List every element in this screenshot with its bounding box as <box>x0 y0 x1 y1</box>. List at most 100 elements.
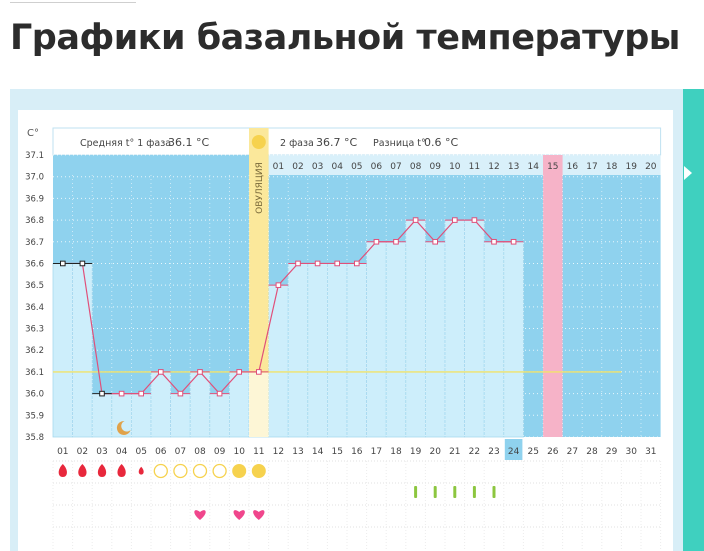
x-day-label[interactable]: 22 <box>469 447 480 457</box>
x-day-label[interactable]: 18 <box>390 447 402 457</box>
phase2-day-label: 06 <box>371 162 383 172</box>
phase2-day-label: 10 <box>449 162 461 172</box>
data-point[interactable] <box>256 369 262 375</box>
small-drop-icon[interactable] <box>138 466 144 475</box>
x-day-label[interactable]: 15 <box>331 447 342 457</box>
marker-icon[interactable] <box>492 486 496 498</box>
temperature-bar <box>189 371 211 438</box>
x-day-label[interactable]: 06 <box>155 447 167 457</box>
data-point[interactable] <box>432 238 438 245</box>
x-day-label[interactable]: 21 <box>449 447 460 457</box>
data-point[interactable] <box>491 238 497 245</box>
y-tick-label: 36.4 <box>25 303 44 313</box>
temperature-bar <box>287 263 309 438</box>
marker-icon[interactable] <box>472 486 476 498</box>
sun-dot-icon[interactable] <box>251 464 266 478</box>
data-point[interactable] <box>138 390 144 397</box>
temperature-bar <box>444 219 466 438</box>
x-day-label[interactable]: 04 <box>116 447 128 457</box>
x-day-label[interactable]: 25 <box>527 447 538 457</box>
drop-icon[interactable] <box>58 464 67 477</box>
data-point[interactable] <box>177 390 184 397</box>
circle-outline-icon[interactable] <box>192 463 208 479</box>
x-day-label[interactable]: 24 <box>508 447 520 457</box>
circle-outline-icon[interactable] <box>153 463 168 479</box>
x-day-label[interactable]: 14 <box>312 447 324 457</box>
side-nav-strip[interactable] <box>683 89 704 551</box>
x-day-label[interactable]: 20 <box>429 447 441 457</box>
phase2-day-label: 13 <box>508 162 519 172</box>
x-day-label[interactable]: 17 <box>371 447 382 457</box>
data-point[interactable] <box>236 369 242 375</box>
y-tick-label: 36.6 <box>25 259 44 269</box>
sun-dot-icon[interactable] <box>232 464 247 478</box>
x-day-label[interactable]: 31 <box>645 447 656 457</box>
x-day-label[interactable]: 27 <box>567 447 578 457</box>
marker-icon[interactable] <box>453 486 457 498</box>
data-point[interactable] <box>314 260 321 267</box>
current-day-highlight[interactable] <box>504 439 523 460</box>
page-title: Графики базальной температуры <box>10 18 680 58</box>
phase2-day-label: 17 <box>586 162 597 172</box>
temperature-bar <box>170 393 191 438</box>
circle-outline-icon[interactable] <box>212 463 227 479</box>
data-point[interactable] <box>452 217 458 223</box>
data-point[interactable] <box>158 369 164 375</box>
x-day-label[interactable]: 23 <box>488 447 499 457</box>
data-point[interactable] <box>393 238 399 245</box>
x-day-label[interactable]: 05 <box>135 447 146 457</box>
heart-icon[interactable] <box>194 510 206 520</box>
data-point[interactable] <box>216 390 223 397</box>
marker-icon[interactable] <box>414 486 418 498</box>
data-point[interactable] <box>99 390 105 397</box>
data-point[interactable] <box>295 260 301 267</box>
diff-label: Разница t° <box>373 138 426 149</box>
y-tick-label: 36.0 <box>25 390 44 400</box>
x-day-label[interactable]: 09 <box>214 447 226 457</box>
diff-value: 0.6 °C <box>424 136 458 149</box>
x-day-label[interactable]: 07 <box>175 447 186 457</box>
moon-icon <box>116 420 131 435</box>
x-day-label[interactable]: 10 <box>233 447 245 457</box>
x-day-label[interactable]: 29 <box>606 447 618 457</box>
x-day-label[interactable]: 19 <box>410 447 422 457</box>
data-point[interactable] <box>471 217 478 223</box>
data-point[interactable] <box>354 260 360 267</box>
drop-icon[interactable] <box>97 464 107 477</box>
x-day-label[interactable]: 02 <box>77 447 88 457</box>
temperature-bar <box>424 241 446 438</box>
x-day-label[interactable]: 08 <box>194 447 206 457</box>
phase1-value: 36.1 °C <box>168 136 209 149</box>
x-day-label[interactable]: 12 <box>273 447 284 457</box>
x-day-label[interactable]: 01 <box>57 447 68 457</box>
circle-outline-icon[interactable] <box>173 463 188 479</box>
data-point[interactable] <box>412 217 419 223</box>
heart-icon[interactable] <box>253 510 265 520</box>
x-day-label[interactable]: 26 <box>547 447 559 457</box>
x-day-label[interactable]: 13 <box>292 447 303 457</box>
y-tick-label: 36.3 <box>25 325 44 335</box>
data-point[interactable] <box>60 260 66 267</box>
data-point[interactable] <box>334 260 340 267</box>
next-arrow-icon[interactable] <box>684 166 692 180</box>
data-point[interactable] <box>79 260 86 267</box>
data-point[interactable] <box>510 238 517 245</box>
temperature-bar <box>405 219 426 438</box>
data-point[interactable] <box>118 390 125 397</box>
data-point[interactable] <box>373 238 380 245</box>
temperature-bar <box>307 263 328 438</box>
x-day-label[interactable]: 11 <box>253 447 264 457</box>
phase2-day-strip <box>268 155 661 175</box>
marker-icon[interactable] <box>433 486 437 498</box>
data-point[interactable] <box>197 369 203 375</box>
x-day-label[interactable]: 03 <box>96 447 107 457</box>
heart-icon[interactable] <box>233 510 245 520</box>
x-day-label[interactable]: 30 <box>625 447 637 457</box>
y-tick-label: 36.8 <box>25 216 44 226</box>
x-day-label[interactable]: 16 <box>351 447 363 457</box>
drop-icon[interactable] <box>78 464 87 477</box>
drop-icon[interactable] <box>117 464 126 477</box>
data-point[interactable] <box>275 282 282 288</box>
temperature-bar <box>150 371 172 438</box>
x-day-label[interactable]: 28 <box>586 447 598 457</box>
